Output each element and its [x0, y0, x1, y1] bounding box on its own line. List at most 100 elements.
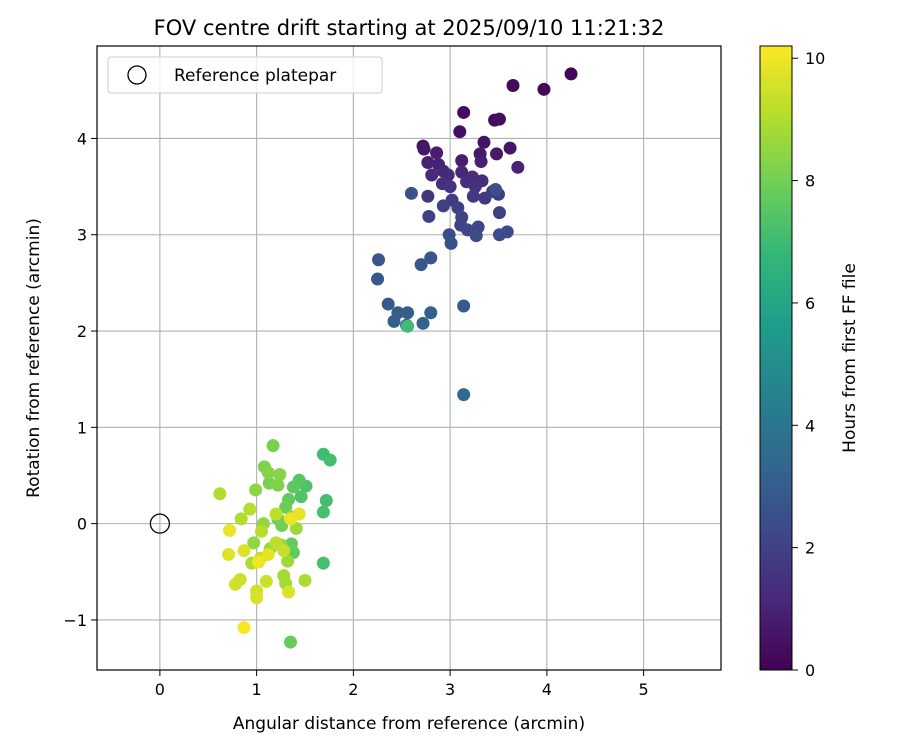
data-point — [422, 209, 436, 223]
legend-open-circle-marker — [127, 65, 147, 85]
data-point — [511, 160, 525, 174]
data-point — [316, 556, 330, 570]
data-points — [213, 67, 578, 649]
y-tick-label: −1 — [63, 611, 87, 630]
data-point — [247, 536, 261, 550]
legend: Reference platepar — [107, 56, 383, 94]
data-point — [228, 577, 242, 591]
x-tick-label: 1 — [252, 680, 262, 699]
data-point — [254, 524, 268, 538]
data-point — [277, 544, 291, 558]
x-tick-label: 2 — [348, 680, 358, 699]
data-point — [457, 105, 471, 119]
data-point — [457, 388, 471, 402]
colorbar-tick-label: 2 — [805, 539, 815, 558]
data-point — [453, 125, 467, 139]
data-point — [430, 146, 444, 160]
data-point — [401, 319, 415, 333]
plot-frame — [96, 45, 722, 671]
data-point — [266, 439, 280, 453]
data-point — [213, 487, 227, 501]
data-point — [474, 155, 488, 169]
data-point — [425, 168, 439, 182]
y-tick-label: 1 — [77, 418, 87, 437]
data-point — [468, 180, 482, 194]
data-point — [371, 272, 385, 286]
data-point — [282, 585, 296, 599]
data-point — [424, 251, 438, 265]
data-point — [457, 299, 471, 313]
data-point — [443, 180, 457, 194]
chart-title: FOV centre drift starting at 2025/09/10 … — [154, 16, 665, 40]
data-point — [281, 554, 295, 568]
y-tick-label: 0 — [77, 515, 87, 534]
reference-platepar-point — [149, 513, 171, 534]
data-point — [289, 521, 303, 535]
data-point — [455, 154, 469, 168]
data-point — [492, 206, 506, 220]
data-point — [298, 573, 312, 587]
data-point — [243, 502, 257, 516]
legend-box — [107, 56, 383, 94]
data-point — [414, 258, 428, 272]
data-point — [237, 544, 251, 558]
data-point — [223, 523, 237, 537]
data-point — [271, 478, 285, 492]
x-tick-label: 3 — [445, 680, 455, 699]
colorbar-tick-label: 4 — [805, 416, 815, 435]
data-point — [237, 621, 251, 635]
legend-entry-label: Reference platepar — [174, 66, 336, 86]
data-point — [436, 199, 450, 213]
y-axis-ticks: −1 0 1 2 3 4 — [63, 129, 97, 630]
data-point — [234, 512, 248, 526]
data-point — [401, 306, 415, 320]
data-point — [564, 67, 578, 81]
data-point — [222, 547, 236, 561]
y-axis-label: Rotation from reference (arcmin) — [24, 218, 44, 498]
data-point — [537, 82, 551, 96]
data-point — [294, 490, 308, 504]
y-tick-label: 4 — [77, 129, 87, 148]
data-point — [455, 165, 469, 179]
data-point — [492, 228, 506, 242]
data-point — [259, 574, 273, 588]
x-tick-label: 5 — [639, 680, 649, 699]
colorbar-tick-label: 8 — [805, 172, 815, 191]
data-point — [261, 547, 275, 561]
data-point — [416, 316, 430, 330]
data-point — [506, 78, 520, 92]
x-tick-label: 4 — [542, 680, 552, 699]
colorbar: 0 2 4 6 8 10 Hours from first FF file — [759, 45, 860, 680]
data-point — [316, 505, 330, 519]
data-point — [421, 189, 435, 203]
data-point — [381, 297, 395, 311]
data-point — [477, 135, 491, 149]
x-axis-label: Angular distance from reference (arcmin) — [233, 714, 585, 734]
data-point — [466, 189, 480, 203]
data-point — [387, 314, 401, 328]
data-point — [444, 236, 458, 250]
colorbar-ticks: 0 2 4 6 8 10 — [792, 49, 825, 680]
reference-marker — [149, 513, 171, 534]
data-point — [250, 591, 264, 605]
data-point — [323, 453, 337, 467]
data-point — [273, 468, 287, 482]
data-point — [283, 635, 297, 649]
data-point — [249, 483, 263, 497]
data-point — [417, 142, 431, 156]
colorbar-tick-label: 10 — [805, 49, 825, 68]
x-axis-ticks: 0 1 2 3 4 5 — [155, 670, 649, 699]
data-point — [478, 191, 492, 205]
data-point — [252, 555, 266, 569]
grid-lines — [97, 46, 721, 670]
colorbar-tick-label: 6 — [805, 294, 815, 313]
data-point — [421, 156, 435, 170]
data-point — [424, 306, 438, 320]
data-point — [492, 112, 506, 126]
data-point — [490, 147, 504, 161]
colorbar-gradient — [759, 45, 793, 671]
data-point — [469, 229, 483, 243]
data-point — [372, 253, 386, 267]
data-point — [319, 494, 333, 508]
